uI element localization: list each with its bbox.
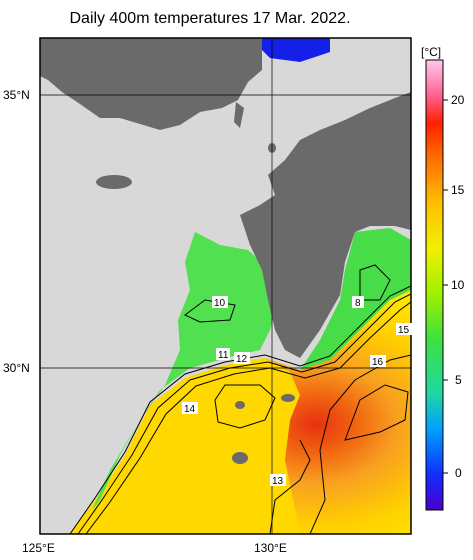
colorbar-tick-15: 15	[451, 183, 465, 197]
island-small-2	[281, 394, 295, 402]
contour-label-11: 11	[218, 350, 229, 361]
colorbar-tick-10: 10	[451, 278, 465, 292]
contour-label-12: 12	[236, 354, 248, 365]
lat-label-35: 35°N	[3, 88, 30, 102]
colorbar	[425, 59, 444, 511]
contour-label-13: 13	[272, 476, 284, 487]
graticule	[40, 38, 411, 534]
colorbar-unit: [°C]	[421, 45, 441, 59]
korea-landmass	[40, 38, 262, 130]
contour-label-group: 10 8 15 16 11 12 14 13	[182, 296, 412, 487]
colorbar-tick-5: 5	[455, 373, 462, 387]
colorbar-tick-0: 0	[455, 466, 462, 480]
colorbar-tick-20: 20	[451, 93, 465, 107]
map-title: Daily 400m temperatures 17 Mar. 2022.	[69, 10, 351, 27]
lat-label-30: 30°N	[3, 361, 30, 375]
contour-label-16: 16	[372, 357, 384, 368]
contour-label-14: 14	[184, 404, 196, 415]
jeju-island	[96, 175, 132, 189]
map-frame	[39, 37, 412, 535]
contour-label-15: 15	[398, 325, 410, 336]
tsushima-island	[234, 102, 244, 128]
contour-label-8: 8	[355, 298, 361, 309]
japan-landmass	[240, 92, 411, 358]
lon-label-130: 130°E	[254, 541, 287, 555]
cold-water-patch	[260, 38, 330, 62]
cool-water-west	[92, 232, 278, 510]
colorbar-ticks	[443, 99, 448, 474]
island-small-3	[235, 401, 245, 409]
contour-label-10: 10	[214, 298, 226, 309]
lon-label-125: 125°E	[22, 541, 55, 555]
island-small-1	[232, 452, 248, 464]
